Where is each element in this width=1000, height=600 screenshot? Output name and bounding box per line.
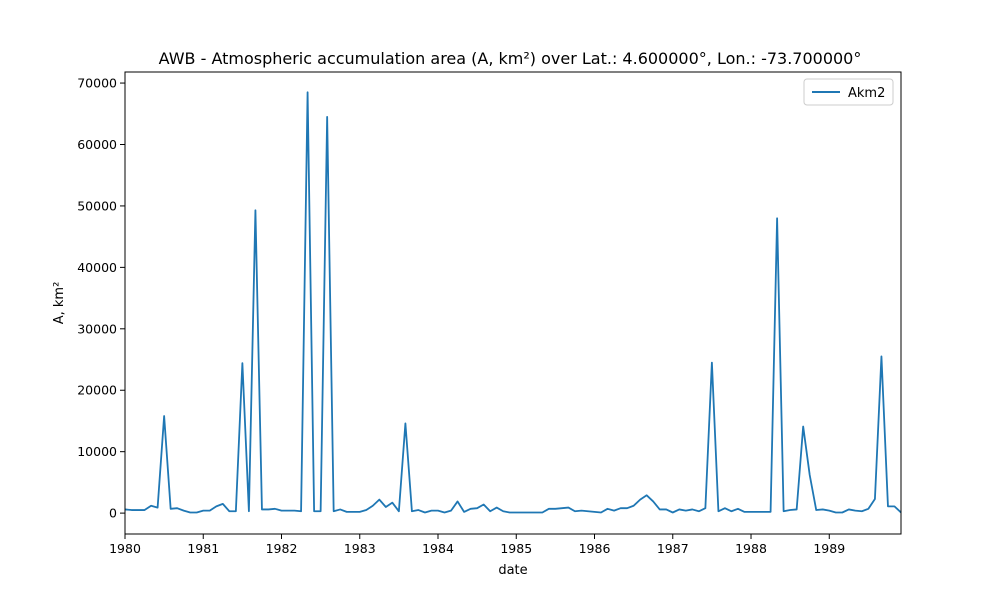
- y-tick-label: 20000: [77, 383, 117, 398]
- y-tick-label: 50000: [77, 198, 117, 213]
- y-axis: 0 10000 20000 30000 40000 50000 60000 70000: [77, 76, 125, 521]
- y-tick-label: 30000: [77, 321, 117, 336]
- legend: Akm2: [803, 78, 894, 106]
- axes-frame: [124, 71, 902, 535]
- y-tick-label: 0: [109, 506, 117, 521]
- x-axis: 1980 1981 1982 1983 1984 1985 1986 1987 1988 1989: [109, 534, 845, 556]
- legend-box: [803, 78, 894, 106]
- y-tick-label: 60000: [77, 137, 117, 152]
- x-axis-label: date: [498, 563, 527, 578]
- y-axis-label: A, km²: [52, 282, 67, 325]
- y-tick-label: 70000: [77, 76, 117, 91]
- legend-label: Akm2: [848, 86, 885, 101]
- x-tick-label: 1988: [735, 541, 767, 556]
- x-tick-label: 1983: [344, 541, 376, 556]
- chart-title: AWB - Atmospheric accumulation area (A, …: [159, 49, 862, 68]
- x-tick-label: 1989: [813, 541, 845, 556]
- x-tick-label: 1987: [657, 541, 689, 556]
- x-tick-label: 1984: [422, 541, 454, 556]
- plot-area: [124, 91, 902, 514]
- y-tick-label: 10000: [77, 444, 117, 459]
- x-tick-label: 1981: [187, 541, 219, 556]
- x-tick-label: 1980: [109, 541, 141, 556]
- y-tick-label: 40000: [77, 260, 117, 275]
- x-tick-label: 1985: [500, 541, 532, 556]
- x-tick-label: 1986: [579, 541, 611, 556]
- series-line-Akm2: [124, 91, 902, 514]
- x-tick-label: 1982: [266, 541, 298, 556]
